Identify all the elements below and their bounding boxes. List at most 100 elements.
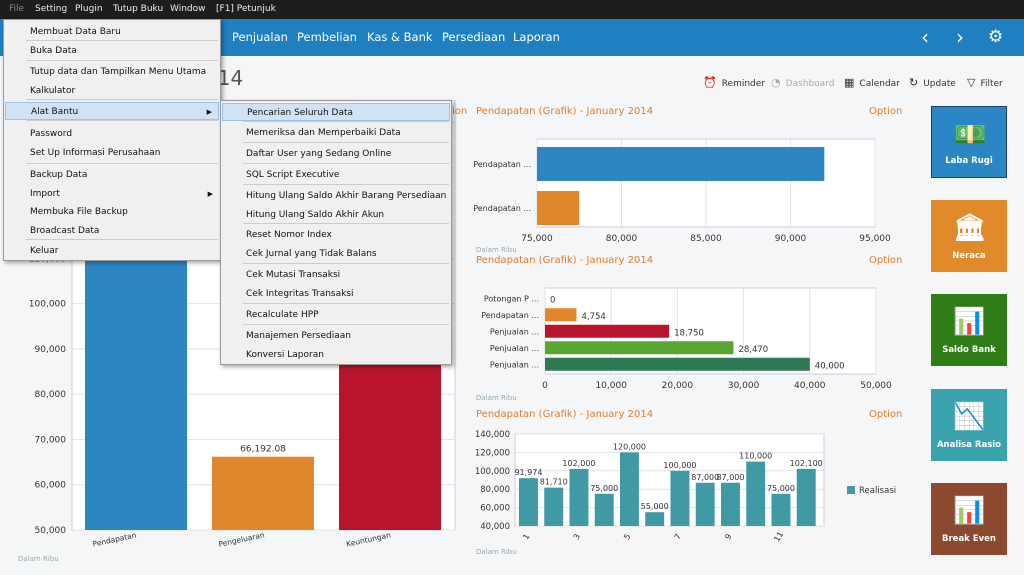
pendapatan-hbar-chart: 75,000 80,000 85,000 90,000 95,000 Pendapatan… bbox=[473, 138, 891, 244]
alarm-icon: ⏰ bbox=[703, 76, 717, 89]
menu-item-import[interactable]: Import ▶ bbox=[5, 185, 219, 203]
bank-chart-icon: 📊 bbox=[953, 307, 986, 337]
bar bbox=[519, 478, 538, 526]
data-label: 18,750 bbox=[674, 328, 704, 338]
y-tick-label: 70,000 bbox=[35, 435, 67, 445]
menu-window[interactable]: Window bbox=[170, 4, 206, 14]
y-tick-label: Pendapatan ... bbox=[473, 160, 531, 169]
menu-item-membuat-data-baru[interactable]: Membuat Data Baru bbox=[5, 23, 219, 41]
submenu-item-hitung-ulang-saldo-akhir-akun[interactable]: Hitung Ulang Saldo Akhir Akun bbox=[246, 210, 385, 220]
tile-saldo-bank[interactable]: 📊 Saldo Bank bbox=[931, 294, 1007, 366]
nav-persediaan[interactable]: Persediaan bbox=[442, 30, 506, 44]
bar bbox=[746, 461, 766, 526]
nav-pembelian[interactable]: Pembelian bbox=[297, 30, 357, 44]
menu-item-set-up-informasi-perusahaan[interactable]: Set Up Informasi Perusahaan bbox=[5, 144, 219, 162]
data-label: 87,000 bbox=[716, 473, 744, 482]
submenu-item-manajemen-persediaan[interactable]: Manajemen Persediaan bbox=[246, 331, 351, 341]
chevron-left-icon[interactable]: ‹ bbox=[921, 25, 929, 49]
dashboard-button[interactable]: ◔ Dashboard bbox=[771, 76, 834, 89]
submenu-item-reset-nomor-index[interactable]: Reset Nomor Index bbox=[246, 230, 332, 240]
submenu-item-daftar-user-yang-sedang-online[interactable]: Daftar User yang Sedang Online bbox=[246, 149, 392, 159]
reminder-label: Reminder bbox=[721, 79, 766, 89]
data-label: 66,192.08 bbox=[240, 445, 286, 455]
x-tick-label: Keuntungan bbox=[345, 530, 391, 548]
filter-button[interactable]: ▽ Filter bbox=[967, 76, 1003, 89]
menu-setting[interactable]: Setting bbox=[35, 4, 68, 14]
bar bbox=[537, 147, 825, 181]
data-label: 110,000 bbox=[739, 452, 772, 461]
submenu-item-hitung-ulang-saldo-akhir-barang-persediaan[interactable]: Hitung Ulang Saldo Akhir Barang Persedia… bbox=[246, 191, 447, 201]
tile-break-even[interactable]: 📊 Break Even bbox=[931, 483, 1007, 555]
data-label: 55,000 bbox=[641, 502, 669, 511]
x-tick-label: 0 bbox=[542, 381, 548, 391]
update-button[interactable]: ↻ Update bbox=[909, 76, 956, 89]
panel-option-hidden[interactable]: ion bbox=[452, 106, 468, 117]
panel1-option[interactable]: Option bbox=[869, 106, 903, 117]
submenu-item-pencarian-seluruh-data[interactable]: Pencarian Seluruh Data bbox=[222, 103, 450, 121]
y-tick-label: Penjualan ... bbox=[490, 360, 539, 369]
submenu-item-cek-mutasi-transaksi[interactable]: Cek Mutasi Transaksi bbox=[246, 270, 341, 280]
x-tick-label: 95,000 bbox=[859, 234, 891, 244]
nav-penjualan[interactable]: Penjualan bbox=[232, 30, 288, 44]
menu-tutup-buku[interactable]: Tutup Buku bbox=[113, 4, 164, 14]
menu-item-label: Set Up Informasi Perusahaan bbox=[30, 148, 161, 158]
menu-item-label: Keluar bbox=[30, 246, 59, 256]
bar bbox=[620, 452, 639, 526]
panel2-option[interactable]: Option bbox=[869, 255, 903, 266]
menu-item-backup-data[interactable]: Backup Data bbox=[5, 166, 219, 184]
menu-item-membuka-file-backup[interactable]: Membuka File Backup bbox=[5, 203, 219, 221]
submenu-item-recalculate-hpp[interactable]: Recalculate HPP bbox=[246, 310, 319, 320]
panel3-option[interactable]: Option bbox=[869, 409, 903, 420]
menu-item-tutup-data-dan-tampilkan-menu-utama[interactable]: Tutup data dan Tampilkan Menu Utama bbox=[5, 63, 219, 81]
y-tick-label: Potongan P ... bbox=[484, 294, 539, 303]
submenu-item-konversi-laporan[interactable]: Konversi Laporan bbox=[246, 350, 324, 360]
chevron-right-icon[interactable]: › bbox=[956, 25, 964, 49]
menu-file[interactable]: File bbox=[9, 4, 25, 14]
menu-item-keluar[interactable]: Keluar bbox=[5, 242, 219, 260]
submenu-item-cek-integritas-transaksi[interactable]: Cek Integritas Transaksi bbox=[246, 289, 354, 299]
menu-item-label: Buka Data bbox=[30, 46, 77, 56]
y-tick-label: 60,000 bbox=[480, 504, 510, 514]
bar bbox=[670, 470, 690, 526]
x-tick-label: 85,000 bbox=[690, 234, 722, 244]
menu-item-password[interactable]: Password bbox=[5, 125, 219, 143]
nav-laporan[interactable]: Laporan bbox=[513, 30, 560, 44]
y-tick-label: 40,000 bbox=[480, 522, 510, 532]
gear-icon[interactable]: ⚙ bbox=[988, 27, 1004, 47]
x-tick-label: 30,000 bbox=[728, 381, 760, 391]
data-label: 87,000 bbox=[691, 473, 719, 482]
panel2-unit: Dalam Ribu bbox=[476, 394, 517, 402]
x-tick-label: 80,000 bbox=[606, 234, 638, 244]
menu-item-alat-bantu[interactable]: Alat Bantu ▶ bbox=[5, 102, 219, 120]
data-label: 100,000 bbox=[663, 461, 696, 470]
x-tick-label: 20,000 bbox=[662, 381, 694, 391]
tile-laba-rugi[interactable]: 💵 Laba Rugi bbox=[931, 106, 1007, 178]
panel3-title: Pendapatan (Grafik) - January 2014 bbox=[476, 409, 654, 420]
menu-help[interactable]: [F1] Petunjuk bbox=[216, 4, 276, 14]
x-tick-label: 1 bbox=[521, 532, 531, 541]
x-tick-label: 7 bbox=[673, 532, 683, 541]
submenu-item-sql-script-executive[interactable]: SQL Script Executive bbox=[246, 170, 340, 180]
reminder-button[interactable]: ⏰ Reminder bbox=[703, 76, 765, 89]
penjualan-hbar-chart: 0 10,000 20,000 30,000 40,000 50,000 Potongan … bbox=[481, 287, 892, 391]
menu-item-kalkulator[interactable]: Kalkulator bbox=[5, 82, 219, 100]
submenu-item-cek-jurnal-yang-tidak-balans[interactable]: Cek Jurnal yang Tidak Balans bbox=[246, 249, 377, 259]
menu-item-broadcast-data[interactable]: Broadcast Data bbox=[5, 222, 219, 240]
tile-neraca[interactable]: 🏛 Neraca bbox=[931, 200, 1007, 272]
dashboard-label: Dashboard bbox=[785, 79, 835, 89]
menu-plugin[interactable]: Plugin bbox=[75, 4, 103, 14]
submenu-item-memeriksa-dan-memperbaiki-data[interactable]: Memeriksa dan Memperbaiki Data bbox=[246, 128, 401, 138]
menu-item-buka-data[interactable]: Buka Data bbox=[5, 42, 219, 60]
bar bbox=[695, 482, 715, 526]
y-tick-label: 100,000 bbox=[29, 300, 66, 310]
legend-label: Realisasi bbox=[859, 486, 896, 496]
alat-bantu-submenu: Pencarian Seluruh Data Memeriksa dan Memp… bbox=[220, 100, 452, 365]
data-label: 75,000 bbox=[590, 484, 618, 493]
x-tick-label: 3 bbox=[572, 532, 582, 541]
panel1-unit: Dalam Ribu bbox=[476, 246, 517, 254]
data-label: 0 bbox=[550, 295, 555, 305]
nav-kas-bank[interactable]: Kas & Bank bbox=[367, 30, 433, 44]
calendar-button[interactable]: ▦ Calendar bbox=[844, 76, 900, 89]
tile-analisa-rasio[interactable]: 📉 Analisa Rasio bbox=[931, 389, 1007, 461]
data-label: 120,000 bbox=[613, 442, 646, 451]
